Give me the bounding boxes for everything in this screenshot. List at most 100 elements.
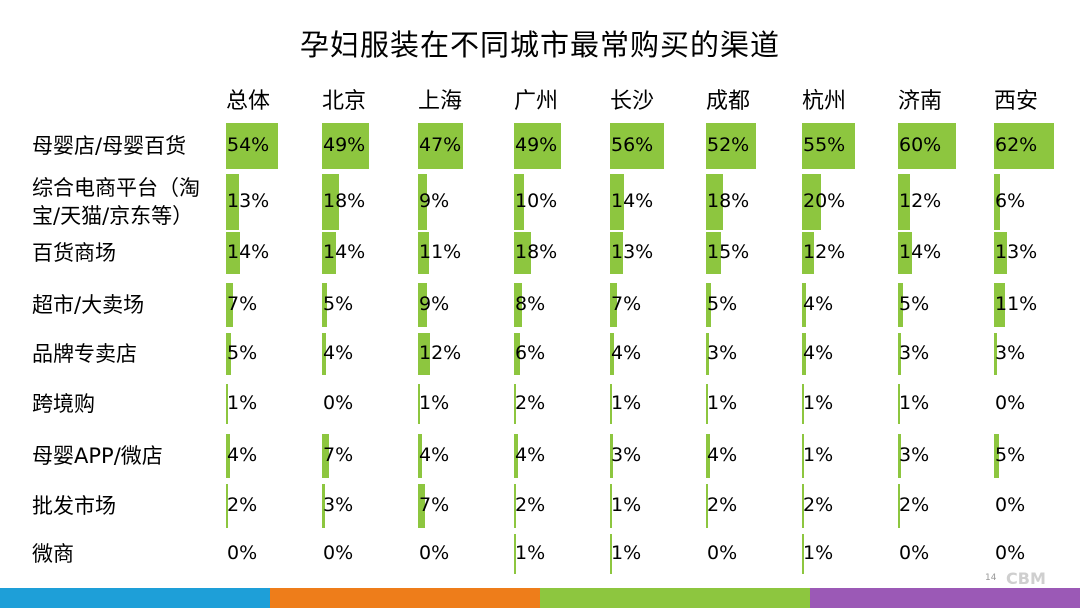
- row-label-line: 宝/天猫/京东等）: [32, 204, 194, 228]
- row-label-line: 批发市场: [32, 494, 116, 518]
- data-label: 13%: [995, 241, 1038, 263]
- data-label: 54%: [227, 134, 270, 156]
- data-label: 3%: [899, 342, 930, 364]
- bar: [994, 123, 1054, 169]
- bar: [514, 434, 518, 478]
- bar: [226, 232, 240, 274]
- data-label: 49%: [323, 134, 366, 156]
- data-label: 6%: [515, 342, 546, 364]
- chart-title: 孕妇服装在不同城市最常购买的渠道: [299, 28, 780, 62]
- bar: [898, 232, 912, 274]
- bar: [994, 333, 997, 375]
- bar: [802, 484, 804, 528]
- data-label: 5%: [323, 293, 354, 315]
- bar: [322, 123, 370, 169]
- bar: [610, 174, 624, 230]
- bar: [706, 232, 721, 274]
- bar: [514, 174, 524, 230]
- data-label: 3%: [707, 342, 738, 364]
- bar: [418, 283, 427, 327]
- bar: [610, 484, 612, 528]
- bar: [802, 534, 804, 574]
- column-header: 成都: [705, 89, 750, 114]
- bar: [706, 123, 757, 169]
- bar: [610, 534, 612, 574]
- data-label: 5%: [227, 342, 258, 364]
- footer-segment: [270, 588, 540, 608]
- data-label: 6%: [995, 190, 1026, 212]
- footer-segment: [540, 588, 810, 608]
- bar: [226, 174, 239, 230]
- data-label: 7%: [227, 293, 258, 315]
- bar: [322, 333, 326, 375]
- bar: [514, 384, 516, 424]
- logo: CBM: [1006, 569, 1046, 588]
- bar: [514, 283, 522, 327]
- data-label: 1%: [899, 392, 930, 414]
- row-label-line: 综合电商平台（淘: [32, 176, 200, 200]
- bar: [898, 283, 903, 327]
- column-header: 上海: [417, 89, 462, 114]
- bar: [322, 232, 336, 274]
- bar: [610, 123, 665, 169]
- bar: [514, 232, 532, 274]
- column-header: 西安: [993, 89, 1038, 114]
- data-label: 18%: [323, 190, 366, 212]
- data-label: 14%: [899, 241, 942, 263]
- row-label: 母婴APP/微店: [32, 442, 222, 470]
- bar: [418, 384, 420, 424]
- row-label: 母婴店/母婴百货: [32, 132, 222, 160]
- data-label: 1%: [611, 392, 642, 414]
- row-label-line: 超市/大卖场: [32, 293, 145, 317]
- bar: [610, 333, 614, 375]
- bar: [610, 434, 613, 478]
- data-label: 4%: [323, 342, 354, 364]
- column-header: 杭州: [801, 89, 846, 114]
- data-label: 13%: [611, 241, 654, 263]
- bar: [898, 384, 900, 424]
- row-label: 超市/大卖场: [32, 291, 222, 319]
- bar: [226, 283, 233, 327]
- footer-color-bar: [0, 588, 1080, 608]
- data-label: 1%: [515, 542, 546, 564]
- data-label: 13%: [227, 190, 270, 212]
- bar: [802, 123, 856, 169]
- bar: [706, 174, 724, 230]
- column-header: 总体: [225, 89, 270, 114]
- row-label-line: 百货商场: [32, 241, 116, 265]
- data-label: 2%: [227, 494, 258, 516]
- data-label: 0%: [995, 392, 1026, 414]
- data-label: 1%: [803, 444, 834, 466]
- data-label: 62%: [995, 134, 1038, 156]
- footer-segment: [0, 588, 270, 608]
- bar: [514, 534, 516, 574]
- bar: [514, 123, 562, 169]
- data-label: 3%: [899, 444, 930, 466]
- bar: [994, 434, 999, 478]
- data-label: 55%: [803, 134, 846, 156]
- column-header: 济南: [897, 89, 942, 114]
- bar: [994, 283, 1005, 327]
- bar: [802, 283, 806, 327]
- bar: [706, 434, 710, 478]
- data-label: 3%: [611, 444, 642, 466]
- data-label: 4%: [419, 444, 450, 466]
- bar: [802, 333, 806, 375]
- column-header: 广州: [513, 89, 558, 114]
- bar: [226, 434, 230, 478]
- row-label-line: 跨境购: [32, 392, 95, 416]
- bar: [610, 232, 623, 274]
- bar: [706, 384, 708, 424]
- data-label: 3%: [323, 494, 354, 516]
- bar: [898, 484, 900, 528]
- data-label: 0%: [323, 392, 354, 414]
- data-label: 4%: [803, 342, 834, 364]
- bar: [418, 123, 464, 169]
- bar: [610, 283, 617, 327]
- column-header: 北京: [321, 89, 366, 114]
- bar: [706, 484, 708, 528]
- data-label: 7%: [611, 293, 642, 315]
- bar: [322, 174, 340, 230]
- bar: [898, 174, 910, 230]
- data-label: 10%: [515, 190, 558, 212]
